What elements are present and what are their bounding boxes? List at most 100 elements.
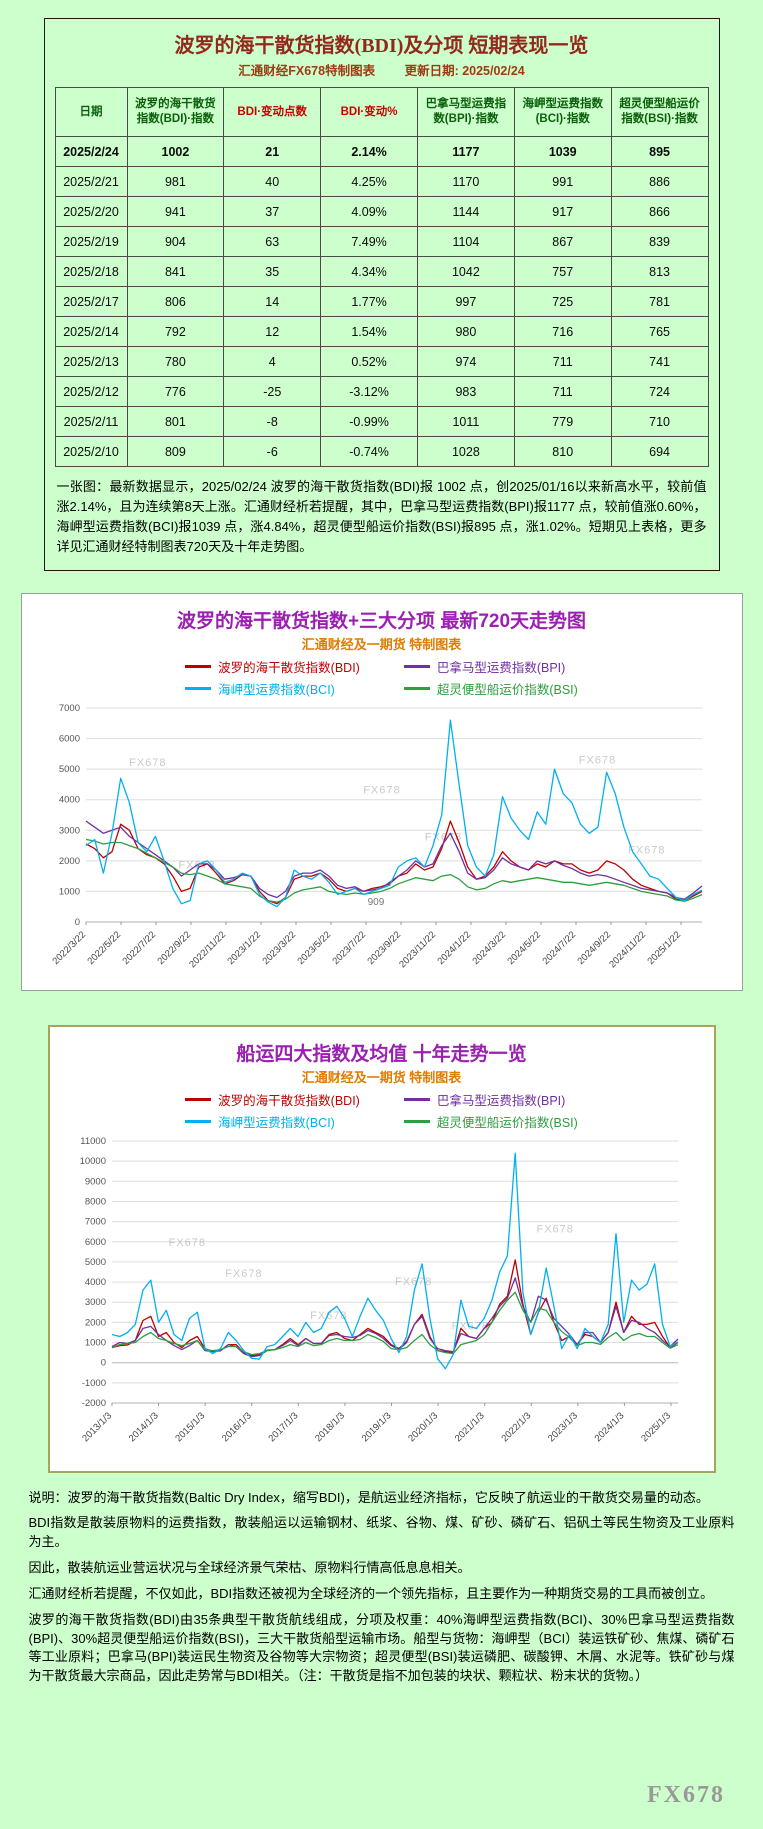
table-cell: 4.25% bbox=[320, 166, 418, 197]
table-cell: 801 bbox=[126, 406, 225, 437]
col-header-bpi: 巴拿马型运费指数(BPI)·指数 bbox=[416, 87, 515, 137]
legend-line-icon bbox=[403, 1097, 430, 1101]
table-cell: -6 bbox=[223, 436, 322, 467]
table-cell: 765 bbox=[610, 316, 709, 347]
section-title: 波罗的海干散货指数(BDI)及分项 短期表现一览 bbox=[174, 35, 589, 57]
table-cell: 779 bbox=[513, 406, 612, 437]
svg-text:2022/7/22: 2022/7/22 bbox=[120, 929, 158, 967]
svg-text:2017/1/3: 2017/1/3 bbox=[266, 1410, 300, 1444]
col-header-bsi: 超灵便型船运价指数(BSI)·指数 bbox=[610, 87, 709, 137]
table-cell: 792 bbox=[126, 316, 225, 347]
table-cell: 2025/2/24 bbox=[54, 136, 128, 167]
legend-line-icon bbox=[185, 686, 212, 690]
svg-text:9000: 9000 bbox=[84, 1176, 105, 1187]
legend-item: 波罗的海干散货指数(BDI) bbox=[185, 1090, 360, 1109]
svg-text:-2000: -2000 bbox=[81, 1398, 105, 1409]
table-cell: 2025/2/19 bbox=[54, 226, 128, 257]
chart-10y-section: 船运四大指数及均值 十年走势一览 汇通财经及一期货 特制图表 波罗的海干散货指数… bbox=[47, 1024, 716, 1473]
svg-text:909: 909 bbox=[367, 897, 384, 908]
table-cell: -0.74% bbox=[320, 436, 418, 467]
legend-item: 超灵便型船运价指数(BSI) bbox=[403, 679, 578, 698]
table-cell: 2025/2/20 bbox=[54, 196, 128, 227]
legend-item: 波罗的海干散货指数(BDI) bbox=[185, 657, 360, 676]
svg-text:2023/1/3: 2023/1/3 bbox=[546, 1410, 580, 1444]
table-cell: 2025/2/14 bbox=[54, 316, 128, 347]
table-cell: 841 bbox=[126, 256, 225, 287]
legend-item: 海岬型运费指数(BCI) bbox=[185, 1112, 360, 1131]
table-cell: 4.09% bbox=[320, 196, 418, 227]
svg-text:4000: 4000 bbox=[84, 1277, 105, 1288]
chart-720-canvas: 010002000300040005000600070002022/3/2220… bbox=[50, 703, 702, 970]
svg-text:2024/1/22: 2024/1/22 bbox=[435, 929, 473, 967]
svg-text:2024/11/22: 2024/11/22 bbox=[607, 929, 648, 970]
table-row: 2025/2/13 780 4 0.52% 974 711 741 bbox=[54, 346, 709, 377]
table-cell: 1170 bbox=[416, 166, 515, 197]
svg-text:FX678: FX678 bbox=[628, 844, 665, 856]
table-cell: 7.49% bbox=[320, 226, 418, 257]
table-cell: 813 bbox=[610, 256, 709, 287]
svg-text:2024/7/22: 2024/7/22 bbox=[540, 929, 578, 967]
table-cell: 904 bbox=[126, 226, 225, 257]
chart-720-subtitle: 汇通财经及一期货 特制图表 bbox=[301, 636, 462, 652]
svg-text:8000: 8000 bbox=[84, 1196, 105, 1207]
svg-text:2023/7/22: 2023/7/22 bbox=[330, 929, 368, 967]
legend-label: 波罗的海干散货指数(BDI) bbox=[218, 660, 360, 675]
update-date: 更新日期: 2025/02/24 bbox=[404, 64, 525, 78]
table-cell: 806 bbox=[126, 286, 225, 317]
legend-item: 超灵便型船运价指数(BSI) bbox=[403, 1112, 578, 1131]
table-cell: 1002 bbox=[126, 136, 225, 167]
notes-section: 说明：波罗的海干散货指数(Baltic Dry Index，缩写BDI)，是航运… bbox=[29, 1489, 735, 1687]
table-cell: 781 bbox=[610, 286, 709, 317]
svg-text:2023/3/22: 2023/3/22 bbox=[260, 929, 298, 967]
table-cell: 886 bbox=[610, 166, 709, 197]
svg-text:2024/3/22: 2024/3/22 bbox=[470, 929, 508, 967]
table-cell: 40 bbox=[223, 166, 322, 197]
svg-text:5000: 5000 bbox=[58, 764, 79, 775]
table-cell: 867 bbox=[513, 226, 612, 257]
svg-text:2015/1/3: 2015/1/3 bbox=[173, 1410, 207, 1444]
legend-label: 海岬型运费指数(BCI) bbox=[218, 1115, 335, 1130]
svg-text:FX678: FX678 bbox=[168, 1236, 205, 1248]
col-header-date: 日期 bbox=[54, 87, 128, 137]
svg-text:2022/11/22: 2022/11/22 bbox=[187, 929, 228, 970]
table-cell: 711 bbox=[513, 346, 612, 377]
table-cell: 2025/2/21 bbox=[54, 166, 128, 197]
svg-text:6000: 6000 bbox=[58, 733, 79, 744]
svg-text:2024/1/3: 2024/1/3 bbox=[592, 1410, 626, 1444]
table-cell: 780 bbox=[126, 346, 225, 377]
table-cell: 776 bbox=[126, 376, 225, 407]
table-row: 2025/2/12 776 -25 -3.12% 983 711 724 bbox=[54, 376, 709, 407]
svg-text:2022/3/22: 2022/3/22 bbox=[50, 929, 88, 967]
svg-text:4000: 4000 bbox=[58, 794, 79, 805]
index-table-body: 2025/2/24 1002 21 2.14% 1177 1039 895 2025/2/21… bbox=[54, 136, 709, 467]
table-row: 2025/2/18 841 35 4.34% 1042 757 813 bbox=[54, 256, 709, 287]
table-cell: 1177 bbox=[416, 136, 515, 167]
svg-text:FX678: FX678 bbox=[129, 756, 166, 768]
svg-text:6000: 6000 bbox=[84, 1236, 105, 1247]
table-cell: 1104 bbox=[416, 226, 515, 257]
svg-text:2014/1/3: 2014/1/3 bbox=[126, 1410, 160, 1444]
table-cell: 725 bbox=[513, 286, 612, 317]
table-cell: 724 bbox=[610, 376, 709, 407]
table-row: 2025/2/11 801 -8 -0.99% 1011 779 710 bbox=[54, 406, 709, 437]
bdi-index-table: 日期 波罗的海干散货指数(BDI)·指数 BDI·变动点数 BDI·变动% 巴拿… bbox=[54, 87, 709, 467]
legend-line-icon bbox=[403, 664, 430, 668]
table-cell: -8 bbox=[223, 406, 322, 437]
table-cell: 711 bbox=[513, 376, 612, 407]
table-cell: 1.54% bbox=[320, 316, 418, 347]
summary-note: 一张图：最新数据显示，2025/02/24 波罗的海干散货指数(BDI)报 10… bbox=[56, 479, 707, 555]
table-row: 2025/2/20 941 37 4.09% 1144 917 866 bbox=[54, 196, 709, 227]
svg-text:FX678: FX678 bbox=[536, 1223, 573, 1235]
svg-text:2016/1/3: 2016/1/3 bbox=[219, 1410, 253, 1444]
section-subtitle: 汇通财经FX678特制图表 更新日期: 2025/02/24 bbox=[55, 60, 709, 79]
svg-text:5000: 5000 bbox=[84, 1256, 105, 1267]
svg-text:3000: 3000 bbox=[58, 825, 79, 836]
svg-text:10000: 10000 bbox=[79, 1156, 105, 1167]
table-cell: 2025/2/11 bbox=[54, 406, 128, 437]
table-cell: 980 bbox=[416, 316, 515, 347]
col-header-bci: 海岬型运费指数(BCI)·指数 bbox=[513, 87, 612, 137]
table-cell: 4.34% bbox=[320, 256, 418, 287]
legend-line-icon bbox=[403, 1119, 430, 1123]
svg-text:2020/1/3: 2020/1/3 bbox=[406, 1410, 440, 1444]
chart-10y-canvas: -2000 -1000 0 1000 2000 3000 4000 5000 6000 7000 8… bbox=[79, 1136, 678, 1444]
